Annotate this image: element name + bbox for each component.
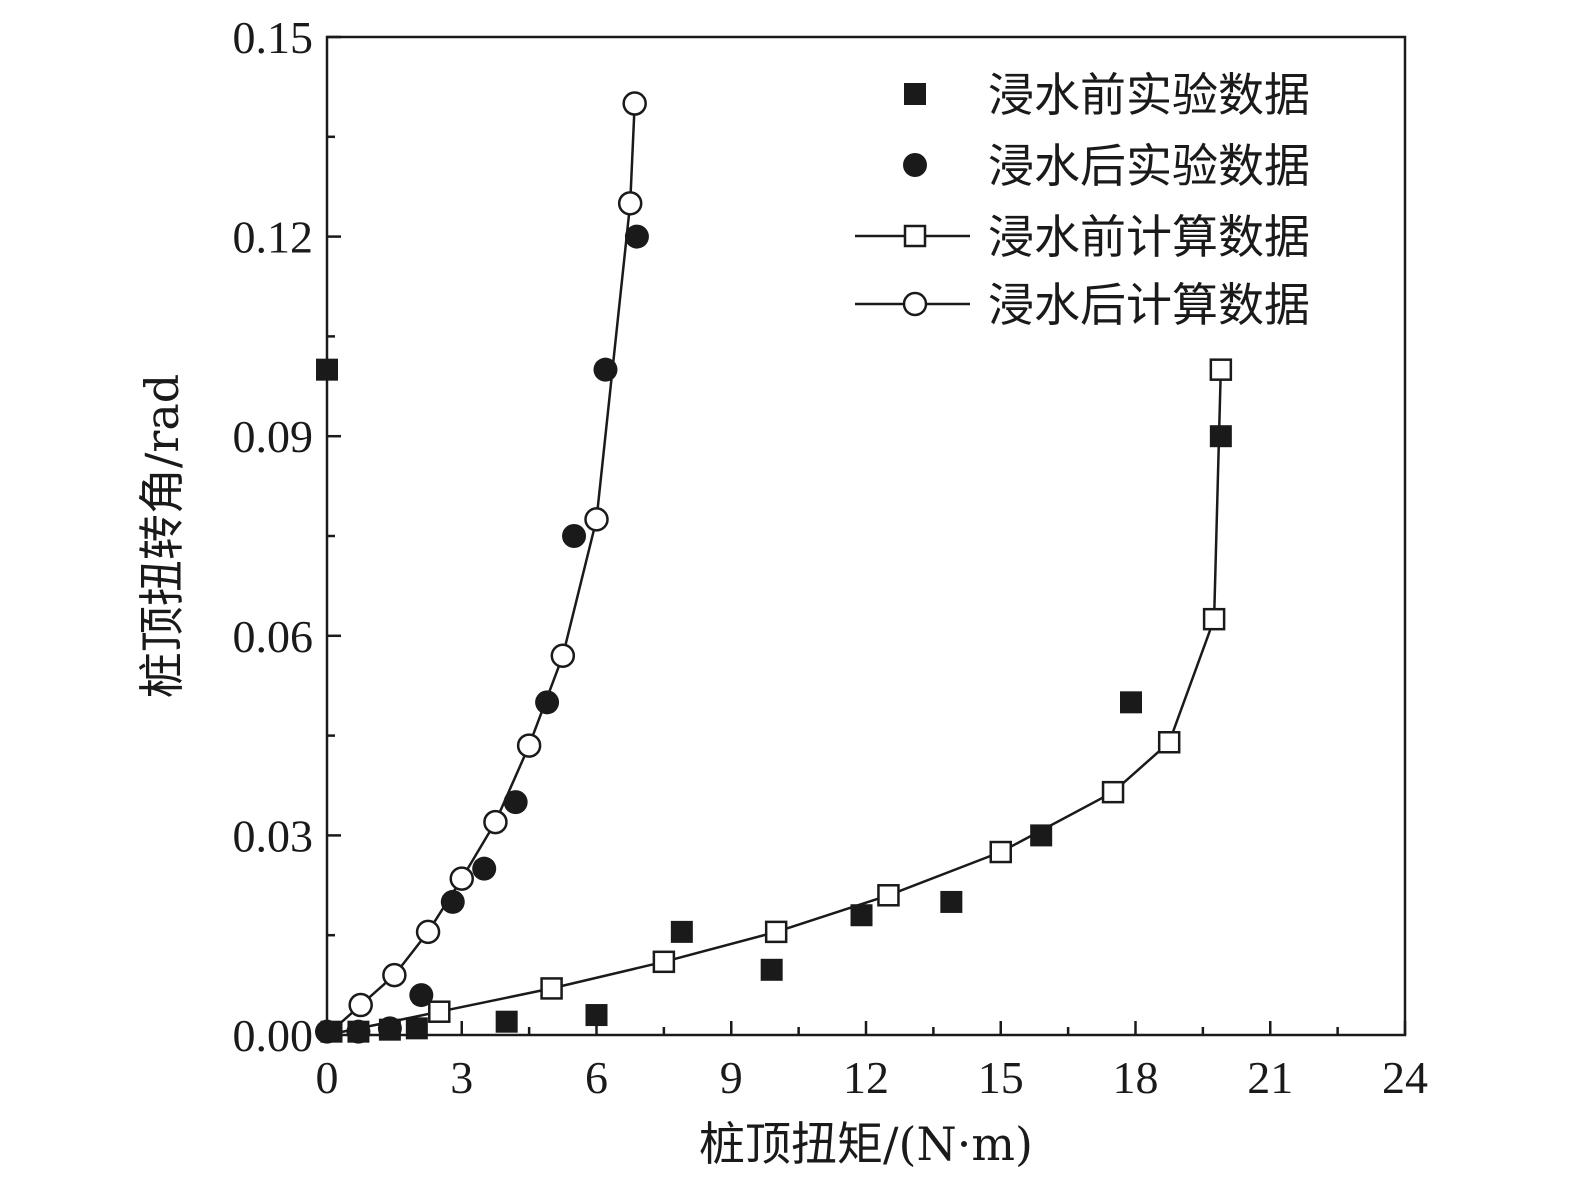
series-2-point: [441, 890, 465, 914]
series-4-point: [518, 735, 540, 757]
legend-label: 浸水前实验数据: [988, 68, 1310, 122]
x-tick-label: 9: [720, 1052, 743, 1103]
series-2-point: [625, 225, 649, 249]
series-2-point: [315, 1020, 339, 1044]
series-4-point: [624, 93, 646, 115]
series-2-point: [562, 524, 586, 548]
series-1-point: [1030, 824, 1052, 846]
series-4-point: [586, 508, 608, 530]
y-axis-label: 桩顶扭转角/rad: [135, 374, 189, 698]
series-4-point: [619, 192, 641, 214]
series-2-point: [346, 1020, 370, 1044]
series-4-point: [383, 964, 405, 986]
series-2-point: [504, 790, 528, 814]
series-1-point: [586, 1004, 608, 1026]
y-tick-label: 0.15: [233, 12, 314, 63]
series-4-point: [552, 645, 574, 667]
series-1-point: [1210, 425, 1232, 447]
x-tick-label: 12: [843, 1052, 889, 1103]
series-1-point: [671, 921, 693, 943]
series-4-point: [484, 811, 506, 833]
legend-marker: [904, 83, 926, 105]
series-4-point: [417, 921, 439, 943]
x-tick-label: 3: [450, 1052, 473, 1103]
y-tick-label: 0.06: [233, 611, 314, 662]
series-3-point: [991, 842, 1011, 862]
series-3-point: [429, 1002, 449, 1022]
series-4-line: [327, 104, 635, 1036]
series-3-point: [1103, 782, 1123, 802]
series-1-point: [406, 1017, 428, 1039]
y-tick-label: 0.09: [233, 411, 314, 462]
series-1-point: [851, 904, 873, 926]
x-tick-label: 18: [1113, 1052, 1159, 1103]
x-tick-label: 21: [1247, 1052, 1293, 1103]
y-tick-label: 0.12: [233, 212, 314, 263]
legend-marker: [904, 293, 926, 315]
y-tick-label: 0.03: [233, 810, 314, 861]
series-3-point: [1211, 360, 1231, 380]
series-1-point: [496, 1011, 518, 1033]
x-tick-label: 24: [1382, 1052, 1428, 1103]
series-1-point: [1120, 691, 1142, 713]
series-3-point: [878, 885, 898, 905]
series-1-point: [940, 891, 962, 913]
series-4-point: [451, 868, 473, 890]
series-3-point: [1204, 609, 1224, 629]
series-3-point: [1159, 732, 1179, 752]
series-3-point: [542, 978, 562, 998]
series-1-point: [761, 959, 783, 981]
x-tick-label: 6: [585, 1052, 608, 1103]
legend-label: 浸水后计算数据: [988, 278, 1310, 332]
x-tick-label: 15: [978, 1052, 1024, 1103]
series-2-point: [535, 690, 559, 714]
series-2-point: [378, 1016, 402, 1040]
series-2-point: [593, 358, 617, 382]
series-1-point: [316, 359, 338, 381]
series-3-point: [654, 952, 674, 972]
legend-label: 浸水前计算数据: [988, 210, 1310, 264]
legend-marker: [903, 153, 927, 177]
legend-marker: [905, 226, 925, 246]
series-4-point: [350, 994, 372, 1016]
x-axis-label: 桩顶扭矩/(N·m): [699, 1117, 1033, 1171]
y-tick-label: 0.00: [233, 1010, 314, 1061]
series-3-point: [766, 922, 786, 942]
x-tick-label: 0: [316, 1052, 339, 1103]
series-2-point: [472, 857, 496, 881]
legend-label: 浸水后实验数据: [988, 139, 1310, 193]
